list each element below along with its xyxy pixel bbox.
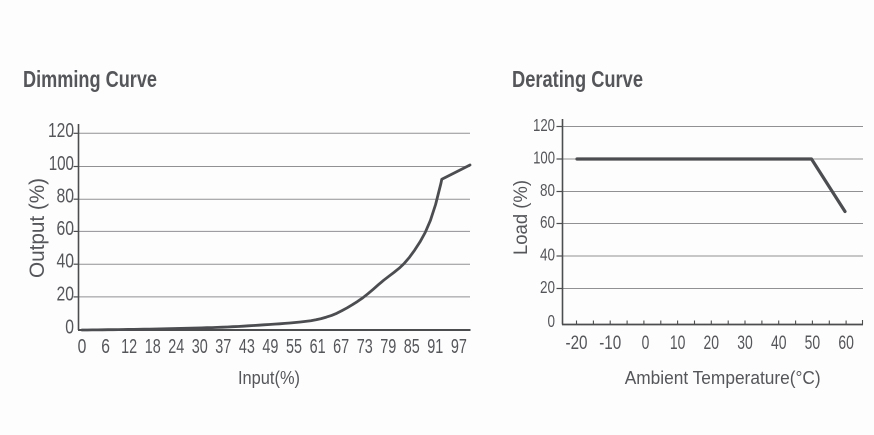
svg-text:40: 40 xyxy=(771,333,787,354)
svg-text:Derating Curve: Derating Curve xyxy=(512,66,643,92)
svg-text:12: 12 xyxy=(121,336,137,358)
svg-text:Dimming Curve: Dimming Curve xyxy=(23,66,157,92)
svg-text:Load (%): Load (%) xyxy=(511,180,532,255)
svg-text:50: 50 xyxy=(805,333,821,354)
svg-text:60: 60 xyxy=(57,218,75,240)
svg-text:6: 6 xyxy=(101,336,110,358)
svg-text:60: 60 xyxy=(838,333,854,354)
svg-text:85: 85 xyxy=(404,336,420,358)
svg-text:120: 120 xyxy=(533,115,555,135)
svg-text:61: 61 xyxy=(310,336,326,358)
svg-text:18: 18 xyxy=(145,336,161,358)
svg-text:30: 30 xyxy=(737,333,753,354)
svg-text:60: 60 xyxy=(540,212,555,232)
svg-text:79: 79 xyxy=(380,336,396,358)
svg-text:0: 0 xyxy=(642,333,650,354)
svg-text:0: 0 xyxy=(65,317,74,339)
svg-text:55: 55 xyxy=(286,336,302,358)
svg-text:120: 120 xyxy=(48,120,74,142)
svg-text:80: 80 xyxy=(57,186,75,208)
svg-text:20: 20 xyxy=(704,333,720,354)
svg-text:97: 97 xyxy=(451,336,467,358)
svg-text:Ambient Temperature(°C): Ambient Temperature(°C) xyxy=(625,368,821,388)
svg-text:100: 100 xyxy=(533,148,555,168)
svg-text:0: 0 xyxy=(78,336,87,358)
svg-text:0: 0 xyxy=(548,311,556,331)
svg-text:-20: -20 xyxy=(566,333,588,354)
svg-text:-10: -10 xyxy=(599,333,621,354)
svg-text:43: 43 xyxy=(239,336,255,358)
svg-text:73: 73 xyxy=(357,336,373,358)
svg-text:40: 40 xyxy=(540,245,555,265)
svg-text:67: 67 xyxy=(333,336,349,358)
svg-text:24: 24 xyxy=(168,336,184,358)
svg-text:Input(%): Input(%) xyxy=(238,368,300,388)
svg-text:10: 10 xyxy=(670,333,686,354)
svg-text:Output (%): Output (%) xyxy=(25,178,49,278)
svg-text:37: 37 xyxy=(215,336,231,358)
svg-text:30: 30 xyxy=(192,336,208,358)
svg-text:49: 49 xyxy=(262,336,278,358)
svg-text:100: 100 xyxy=(49,153,74,175)
svg-text:80: 80 xyxy=(540,180,555,200)
svg-text:20: 20 xyxy=(540,277,555,297)
svg-text:20: 20 xyxy=(57,283,75,305)
svg-text:91: 91 xyxy=(427,336,443,358)
svg-text:40: 40 xyxy=(57,251,75,273)
